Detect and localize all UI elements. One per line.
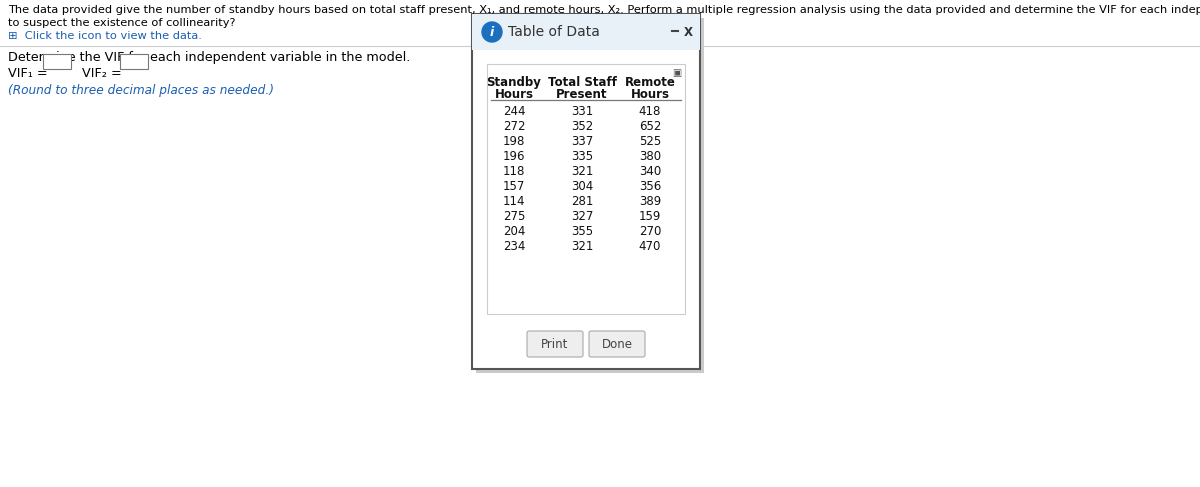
FancyBboxPatch shape bbox=[527, 331, 583, 357]
Text: 335: 335 bbox=[571, 150, 593, 163]
Text: 331: 331 bbox=[571, 105, 593, 118]
Text: 118: 118 bbox=[503, 165, 526, 178]
Text: ⊞  Click the icon to view the data.: ⊞ Click the icon to view the data. bbox=[8, 31, 202, 41]
Text: The data provided give the number of standby hours based on total staff present,: The data provided give the number of sta… bbox=[8, 5, 1200, 15]
Text: 281: 281 bbox=[571, 195, 593, 208]
Text: 652: 652 bbox=[638, 120, 661, 133]
Text: 204: 204 bbox=[503, 225, 526, 238]
Text: 157: 157 bbox=[503, 180, 526, 193]
Text: Hours: Hours bbox=[630, 88, 670, 101]
Text: (Round to three decimal places as needed.): (Round to three decimal places as needed… bbox=[8, 84, 274, 97]
Text: 275: 275 bbox=[503, 210, 526, 223]
Text: Remote: Remote bbox=[624, 76, 676, 89]
Text: 196: 196 bbox=[503, 150, 526, 163]
FancyBboxPatch shape bbox=[472, 14, 700, 50]
Text: 114: 114 bbox=[503, 195, 526, 208]
Text: Print: Print bbox=[541, 337, 569, 351]
Text: 380: 380 bbox=[638, 150, 661, 163]
Text: X: X bbox=[684, 25, 692, 38]
FancyBboxPatch shape bbox=[476, 18, 704, 373]
Text: 337: 337 bbox=[571, 135, 593, 148]
FancyBboxPatch shape bbox=[487, 64, 685, 314]
Text: 270: 270 bbox=[638, 225, 661, 238]
Text: Determine the VIF for each independent variable in the model.: Determine the VIF for each independent v… bbox=[8, 51, 410, 64]
Text: Table of Data: Table of Data bbox=[508, 25, 600, 39]
Circle shape bbox=[482, 22, 502, 42]
Text: Standby: Standby bbox=[486, 76, 541, 89]
Text: 418: 418 bbox=[638, 105, 661, 118]
Text: VIF₂ =: VIF₂ = bbox=[82, 67, 121, 80]
Text: 340: 340 bbox=[638, 165, 661, 178]
Text: 327: 327 bbox=[571, 210, 593, 223]
Text: 272: 272 bbox=[503, 120, 526, 133]
FancyBboxPatch shape bbox=[43, 54, 71, 69]
Text: to suspect the existence of collinearity?: to suspect the existence of collinearity… bbox=[8, 18, 235, 28]
Text: Present: Present bbox=[557, 88, 607, 101]
FancyBboxPatch shape bbox=[472, 14, 700, 369]
Text: 159: 159 bbox=[638, 210, 661, 223]
Text: 198: 198 bbox=[503, 135, 526, 148]
Text: 352: 352 bbox=[571, 120, 593, 133]
FancyBboxPatch shape bbox=[120, 54, 148, 69]
Text: 234: 234 bbox=[503, 240, 526, 253]
Text: VIF₁ =: VIF₁ = bbox=[8, 67, 48, 80]
Text: 304: 304 bbox=[571, 180, 593, 193]
Text: 321: 321 bbox=[571, 240, 593, 253]
Text: 321: 321 bbox=[571, 165, 593, 178]
Text: 525: 525 bbox=[638, 135, 661, 148]
Text: i: i bbox=[490, 25, 494, 38]
Text: Total Staff: Total Staff bbox=[547, 76, 617, 89]
Text: 389: 389 bbox=[638, 195, 661, 208]
Text: 356: 356 bbox=[638, 180, 661, 193]
FancyBboxPatch shape bbox=[589, 331, 646, 357]
Text: Done: Done bbox=[601, 337, 632, 351]
Text: 355: 355 bbox=[571, 225, 593, 238]
Text: Hours: Hours bbox=[494, 88, 534, 101]
Text: ▣: ▣ bbox=[672, 68, 682, 78]
Text: 470: 470 bbox=[638, 240, 661, 253]
Text: 244: 244 bbox=[503, 105, 526, 118]
